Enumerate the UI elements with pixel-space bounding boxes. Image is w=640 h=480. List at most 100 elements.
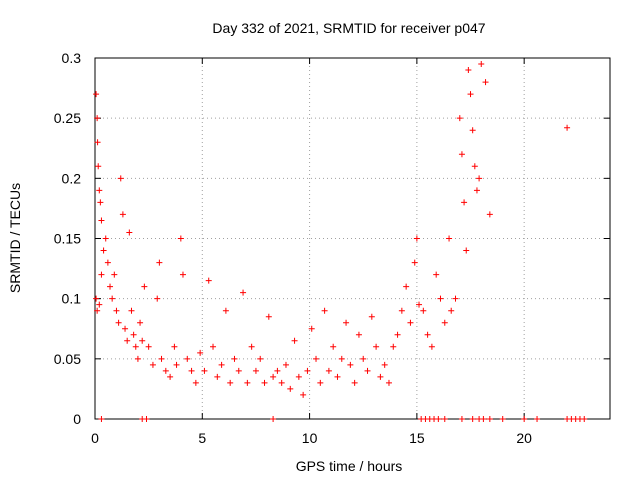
data-point [104,259,111,266]
data-point [109,295,116,302]
data-point [222,307,229,314]
data-point [257,355,264,362]
data-point [117,175,124,182]
data-point [334,373,341,380]
data-point [184,355,191,362]
data-point [197,349,204,356]
data-point [467,91,474,98]
y-tick-label: 0.15 [54,231,81,247]
data-point [398,307,405,314]
x-tick-label: 15 [409,430,425,446]
data-point [231,355,238,362]
y-tick-label: 0.3 [62,50,82,66]
data-point [446,235,453,242]
data-point [274,367,281,374]
data-point [134,355,141,362]
data-point [122,325,129,332]
data-point [360,355,367,362]
data-point [95,163,102,170]
data-point [124,337,131,344]
data-point [214,373,221,380]
y-tick-label: 0.05 [54,351,81,367]
data-point [325,367,332,374]
data-point [115,319,122,326]
data-point [317,379,324,386]
data-point [452,295,459,302]
data-point [469,127,476,134]
data-point [416,301,423,308]
data-point [261,379,268,386]
data-point [456,115,463,122]
data-point [304,367,311,374]
data-points [93,61,588,422]
data-point [368,313,375,320]
data-point [476,175,483,182]
data-point [156,259,163,266]
data-point [458,416,465,422]
data-point [137,319,144,326]
data-point [107,283,114,290]
data-point [113,307,120,314]
data-point [473,187,480,194]
data-point [448,307,455,314]
data-point [154,295,161,302]
data-point [499,416,506,422]
data-point [291,337,298,344]
data-point [227,379,234,386]
data-point [338,355,345,362]
data-point [521,416,528,422]
data-point [287,385,294,392]
data-point [130,331,137,338]
data-point [100,247,107,254]
data-point [240,289,247,296]
data-point [119,211,126,218]
data-point [330,343,337,350]
data-point [177,235,184,242]
data-point [98,416,105,422]
data-point [149,361,156,368]
data-point [435,416,442,422]
data-point [486,416,493,422]
data-point [355,331,362,338]
data-point [313,355,320,362]
data-point [407,319,414,326]
data-point [97,199,104,206]
data-point [480,416,487,422]
data-point [145,343,152,350]
data-point [171,343,178,350]
data-point [295,373,302,380]
data-point [441,416,448,422]
data-point [461,199,468,206]
data-point [265,313,272,320]
x-axis-label: GPS time / hours [296,458,403,474]
data-point [390,343,397,350]
data-point [364,367,371,374]
data-point [300,391,307,398]
data-point [205,277,212,284]
data-point [218,361,225,368]
data-point [413,235,420,242]
data-point [278,379,285,386]
y-tick-label: 0.1 [62,291,82,307]
data-point [385,379,392,386]
data-point [458,151,465,158]
data-point [173,361,180,368]
data-point [94,115,101,122]
data-point [482,79,489,86]
data-point [98,271,105,278]
data-point [463,247,470,254]
data-point [486,211,493,218]
data-point [270,373,277,380]
y-axis-label: SRMTID / TECUs [7,183,23,293]
data-point [132,343,139,350]
data-point [141,283,148,290]
data-point [373,343,380,350]
data-point [534,416,541,422]
data-point [411,259,418,266]
y-tick-label: 0 [73,411,81,427]
data-point [478,61,485,68]
data-point [420,307,427,314]
x-tick-label: 10 [302,430,318,446]
data-point [179,271,186,278]
